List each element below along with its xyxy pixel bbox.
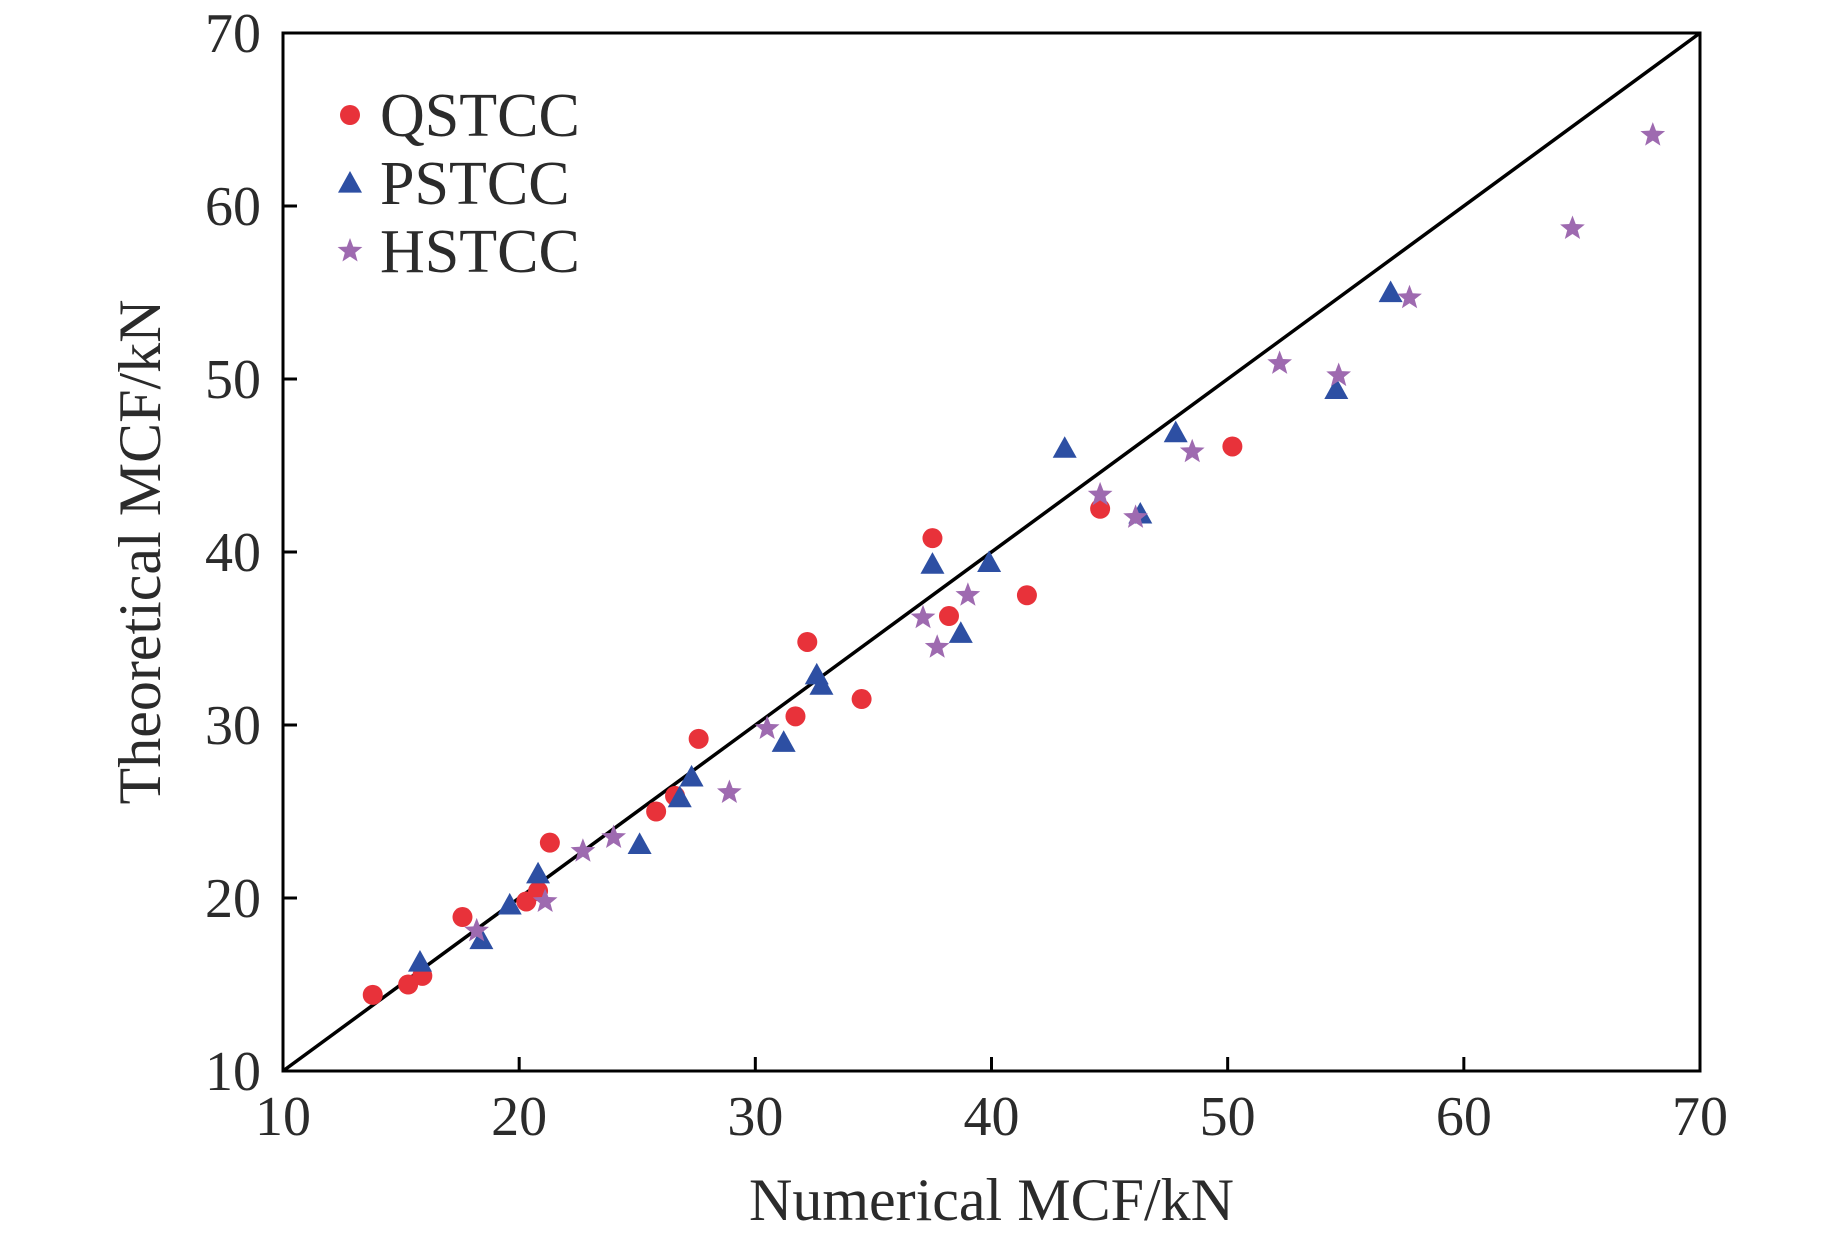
pstcc-point	[1163, 420, 1188, 443]
hstcc-point	[1267, 350, 1292, 374]
y-tick-label: 30	[205, 695, 261, 757]
qstcc-point	[1090, 498, 1111, 519]
hstcc-point	[570, 838, 596, 862]
x-axis-label: Numerical MCF/kN	[749, 1167, 1234, 1233]
pstcc-point	[667, 785, 692, 808]
x-tick-label: 70	[1672, 1086, 1728, 1148]
qstcc-point	[362, 984, 383, 1005]
hstcc-point	[717, 779, 742, 803]
y-tick-label: 10	[205, 1041, 261, 1103]
y-tick-label: 20	[205, 868, 261, 930]
axes-layer: 10 20 30 40 50 60 70 10 20 30 40 50 60 70	[205, 3, 1728, 1148]
hstcc-point	[1326, 362, 1351, 387]
hstcc-point	[1560, 215, 1585, 239]
qstcc-point	[938, 606, 959, 627]
qstcc-point	[688, 728, 709, 749]
y-tick-label: 50	[205, 349, 261, 411]
pstcc-point	[771, 730, 796, 752]
y-axis-label: Theoretical MCF/kN	[107, 300, 173, 805]
pstcc-point	[977, 550, 1002, 572]
qstcc-point	[452, 907, 473, 928]
x-tick-label: 20	[491, 1086, 547, 1148]
x-tick-label: 60	[1436, 1086, 1492, 1148]
hstcc-point	[1123, 504, 1148, 528]
hstcc-point	[910, 604, 936, 629]
qstcc-legend-label: QSTCC	[380, 82, 580, 150]
hstcc-legend-marker	[337, 238, 363, 262]
qstcc-point	[851, 689, 872, 710]
hstcc-point	[955, 582, 981, 606]
pstcc-point	[920, 552, 945, 574]
pstcc-point	[526, 861, 551, 884]
pstcc-point	[627, 832, 652, 854]
qstcc-point	[1222, 436, 1243, 457]
qstcc-point	[922, 528, 943, 549]
pstcc-legend-marker	[338, 171, 362, 193]
qstcc-point	[785, 706, 806, 727]
pstcc-point	[1052, 436, 1077, 458]
hstcc-point	[1087, 481, 1113, 506]
hstcc-point	[464, 917, 489, 942]
qstcc-point	[539, 832, 560, 853]
qstcc-point	[646, 801, 667, 822]
hstcc-point	[1640, 122, 1666, 146]
qstcc-point	[797, 631, 818, 652]
hstcc-point	[601, 824, 626, 848]
qstcc-point	[1016, 585, 1037, 606]
pstcc-legend-label: PSTCC	[380, 150, 570, 218]
hstcc-point	[754, 715, 780, 739]
y-tick-label: 70	[205, 3, 261, 65]
x-tick-label: 40	[964, 1086, 1020, 1148]
pstcc-point	[1324, 377, 1349, 399]
hstcc-point	[532, 888, 558, 912]
x-tick-label: 10	[255, 1086, 311, 1148]
y-tick-label: 40	[205, 522, 261, 584]
hstcc-point	[1179, 438, 1205, 463]
pstcc-point	[948, 621, 973, 643]
pstcc-point	[497, 892, 522, 915]
hstcc-point	[1397, 284, 1422, 309]
pstcc-point	[1378, 280, 1403, 303]
pstcc-point	[679, 764, 704, 787]
x-tick-label: 30	[727, 1086, 783, 1148]
hstcc-point	[924, 634, 950, 658]
pstcc-point	[407, 950, 432, 972]
data-points-layer	[362, 122, 1666, 1005]
hstcc-legend-label: HSTCC	[380, 218, 580, 286]
pstcc-point	[809, 673, 834, 695]
x-tick-label: 50	[1200, 1086, 1256, 1148]
qstcc-legend-marker	[340, 105, 360, 125]
y-tick-label: 60	[205, 176, 261, 238]
